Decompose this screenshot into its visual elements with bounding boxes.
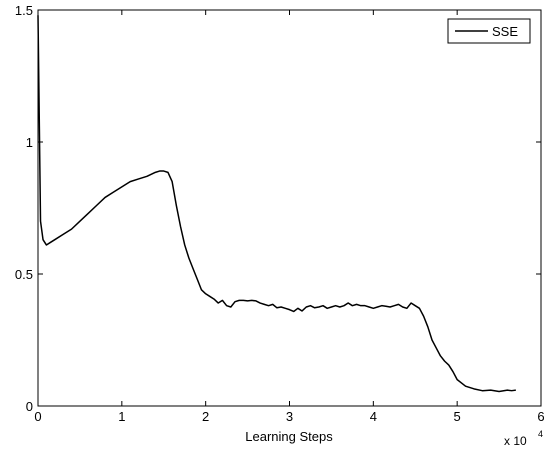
- x-scale-label: x 10: [504, 434, 527, 448]
- x-tick-label: 4: [370, 409, 377, 424]
- series-layer: [37, 15, 516, 393]
- x-tick-label: 3: [286, 409, 293, 424]
- legend: SSE: [447, 18, 531, 44]
- x-tick-label: 2: [202, 409, 209, 424]
- y-tick-label: 1.5: [15, 3, 33, 18]
- y-axis: 0 0.5 1 1.5: [15, 3, 541, 414]
- x-tick-label: 0: [34, 409, 41, 424]
- y-tick-label: 1: [26, 135, 33, 150]
- y-tick-label: 0: [26, 399, 33, 414]
- series-line-sse: [37, 15, 516, 393]
- x-axis-label: Learning Steps: [245, 429, 333, 444]
- x-tick-label: 1: [118, 409, 125, 424]
- x-scale-exponent: x 10 4: [504, 429, 543, 448]
- legend-label-sse: SSE: [492, 24, 518, 39]
- x-tick-label: 6: [537, 409, 544, 424]
- y-tick-label: 0.5: [15, 267, 33, 282]
- x-tick-label: 5: [454, 409, 461, 424]
- x-axis: 0 1 2 3 4 5 6: [34, 10, 545, 424]
- x-scale-exponent-value: 4: [538, 429, 543, 439]
- plot-area: [38, 10, 541, 406]
